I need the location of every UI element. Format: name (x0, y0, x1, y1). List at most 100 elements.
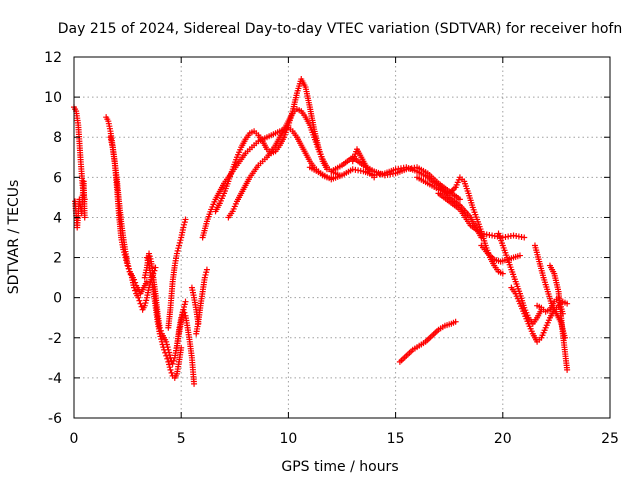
series-arc-07 (173, 306, 198, 387)
x-tick-label: 10 (279, 431, 297, 447)
data-point (135, 294, 142, 301)
data-point (201, 274, 208, 281)
data-point (143, 297, 150, 304)
series-arc-04 (107, 134, 159, 313)
data-point (137, 300, 144, 307)
x-tick-label: 5 (177, 431, 186, 447)
series-arc-16 (414, 174, 506, 277)
y-tick-label: 8 (53, 130, 62, 146)
data-point (124, 262, 131, 269)
data-point (163, 352, 170, 359)
data-point (120, 246, 127, 253)
data-point (121, 249, 128, 256)
data-point (564, 366, 571, 373)
series-arc-12 (225, 106, 343, 221)
data-point (180, 306, 187, 313)
data-point (166, 352, 173, 359)
data-point (166, 349, 173, 356)
x-tick-label: 0 (70, 431, 79, 447)
data-point (559, 310, 566, 317)
data-point (456, 196, 463, 203)
series-arc-18 (478, 242, 523, 265)
data-point (136, 297, 143, 304)
data-point (164, 355, 171, 362)
data-point (180, 224, 187, 231)
data-point (181, 219, 188, 226)
data-point (131, 284, 138, 291)
series-arc-19 (495, 230, 545, 327)
series-arc-25 (188, 284, 202, 327)
data-point (175, 245, 182, 252)
x-axis-label: GPS time / hours (281, 459, 398, 475)
data-point (182, 298, 189, 305)
data-point (163, 338, 170, 345)
data-point (152, 264, 159, 271)
data-point (167, 366, 174, 373)
series-arc-14 (328, 154, 463, 203)
data-point (121, 251, 128, 258)
x-tick-label: 15 (387, 431, 405, 447)
data-point (176, 239, 183, 246)
data-point (132, 287, 139, 294)
data-point (81, 214, 88, 221)
x-tick-label: 20 (494, 431, 512, 447)
plot-frame (73, 56, 611, 419)
data-point (123, 259, 130, 266)
y-tick-label: -2 (48, 331, 62, 347)
data-point (123, 257, 130, 264)
data-point (176, 242, 183, 249)
data-point (203, 266, 210, 273)
chart-title: Day 215 of 2024, Sidereal Day-to-day VTE… (58, 21, 622, 37)
data-point (516, 252, 523, 259)
series-arc-08 (165, 216, 189, 331)
data-point (191, 380, 198, 387)
data-point (202, 271, 209, 278)
data-point (165, 358, 172, 365)
data-point (174, 247, 181, 254)
y-tick-label: -4 (48, 371, 62, 387)
series-arc-23 (534, 294, 566, 317)
data-point (182, 216, 189, 223)
y-tick-label: 6 (53, 170, 62, 186)
data-point (141, 302, 148, 309)
data-point (170, 357, 177, 364)
data-marks (71, 76, 571, 387)
data-point (371, 174, 378, 181)
data-point (195, 320, 202, 327)
data-point (142, 300, 149, 307)
y-tick-label: 12 (44, 50, 62, 66)
data-point (168, 369, 175, 376)
data-point (146, 253, 153, 260)
x-tick-labels: 0 5 10 15 20 25 (70, 431, 619, 447)
data-point (147, 255, 154, 262)
y-tick-label: 10 (44, 90, 62, 106)
data-point (181, 301, 188, 308)
data-point (452, 318, 459, 325)
data-point (181, 221, 188, 228)
y-tick-label: -6 (48, 411, 62, 427)
series-arc-24 (396, 318, 459, 365)
data-point (564, 300, 571, 307)
data-point (499, 270, 506, 277)
data-point (163, 341, 170, 348)
data-point (125, 265, 132, 272)
series-arc-02 (72, 178, 88, 231)
series-arc-11 (212, 76, 330, 215)
data-point (177, 237, 184, 244)
axis-ticks (73, 56, 611, 419)
grid-lines (74, 57, 610, 418)
y-tick-label: 2 (53, 251, 62, 267)
data-point (166, 361, 173, 368)
data-point (173, 250, 180, 257)
data-point (156, 324, 163, 331)
y-tick-labels: -6 -4 -2 0 2 4 6 8 10 12 (44, 50, 62, 427)
data-point (126, 268, 133, 275)
series-arc-15 (349, 146, 378, 181)
data-point (203, 269, 210, 276)
data-point (181, 304, 188, 311)
x-tick-label: 25 (601, 431, 619, 447)
data-point (127, 271, 134, 278)
y-tick-label: 4 (53, 210, 62, 226)
data-point (122, 254, 129, 261)
